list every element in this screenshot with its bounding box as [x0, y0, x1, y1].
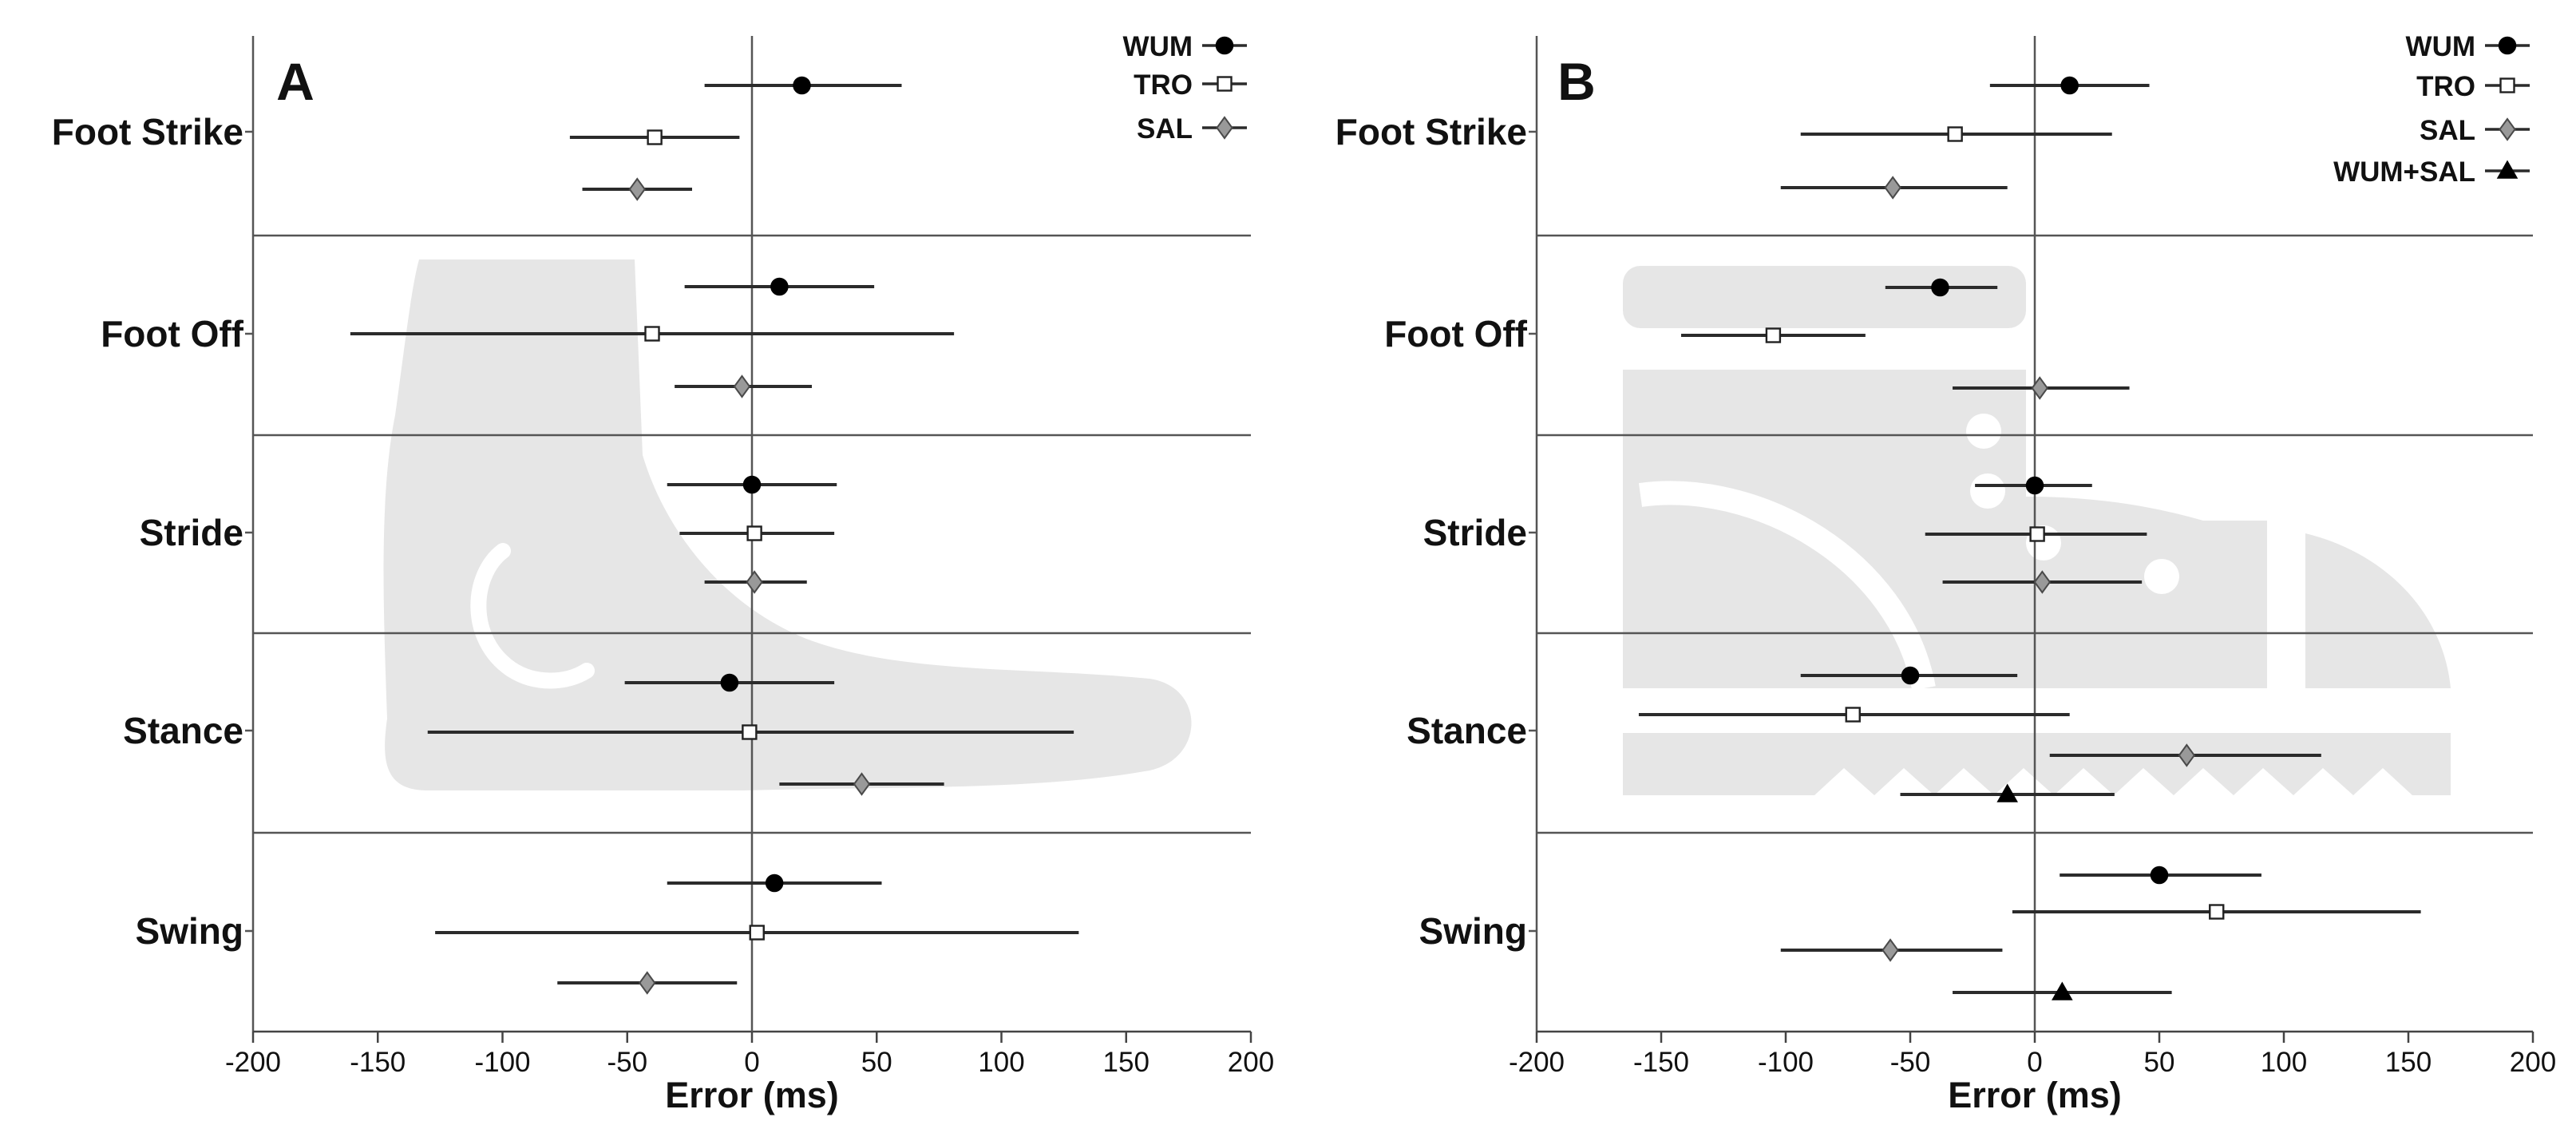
data-point-sal [2031, 376, 2048, 400]
x-tick-label: 0 [2027, 1047, 2042, 1078]
data-point-wum-sal [1996, 783, 2018, 802]
category-label: Stance [1407, 710, 1527, 751]
shoe-eyelet-icon [1970, 473, 2005, 509]
x-tick-label: -200 [1509, 1047, 1565, 1078]
shoe-upper-icon [1623, 370, 2267, 688]
x-tick-label: -50 [607, 1047, 647, 1078]
x-tick-label: -150 [350, 1047, 406, 1078]
legend-label: TRO [1134, 69, 1193, 101]
data-point-tro [1947, 126, 1963, 142]
data-point-wum [2150, 866, 2169, 885]
legend-label: SAL [2420, 115, 2475, 146]
category-label: Foot Off [101, 313, 243, 355]
legend-label: WUM+SAL [2333, 156, 2475, 188]
data-point-tro [2209, 904, 2225, 920]
x-tick-label: -100 [1758, 1047, 1814, 1078]
data-point-sal [628, 177, 646, 201]
category-label: Stride [1423, 512, 1527, 553]
x-tick-label: -100 [474, 1047, 530, 1078]
data-point-sal [746, 570, 763, 594]
category-label: Foot Strike [1335, 111, 1527, 153]
legend-marker-wum-sal [2496, 160, 2519, 179]
shoe-eyelet-icon [1966, 414, 2001, 449]
legend-marker-wum [1215, 36, 1234, 55]
x-tick-label: 100 [2261, 1047, 2307, 1078]
data-point-sal [1882, 938, 1899, 962]
legend-label: SAL [1137, 113, 1193, 145]
data-point-wum-sal [2052, 981, 2073, 1000]
x-tick-label: 100 [978, 1047, 1024, 1078]
x-tick-label: 150 [2385, 1047, 2432, 1078]
data-point-wum [793, 76, 811, 95]
x-tick-label: 0 [744, 1047, 759, 1078]
category-label: Swing [136, 910, 243, 952]
shoe-toe-icon [2305, 533, 2451, 688]
legend-label: TRO [2416, 71, 2475, 102]
legend: WUM TRO SAL WUM+SAL [2333, 31, 2530, 188]
legend-marker-tro [2499, 77, 2515, 93]
data-point-wum [770, 277, 789, 296]
category-label: Swing [1419, 910, 1527, 952]
data-point-wum [1931, 278, 1949, 297]
data-point-sal [2178, 743, 2196, 767]
category-label: Stride [140, 512, 243, 553]
data-point-sal [853, 772, 871, 796]
data-point-wum [742, 475, 762, 494]
category-label: Foot Strike [52, 111, 243, 153]
panel-label: B [1557, 52, 1596, 111]
legend-label: WUM [2406, 31, 2475, 62]
foot-arch-icon [470, 543, 595, 689]
data-point-sal [639, 971, 656, 995]
panel-b: Foot Strike Foot Off Stride Stance Swing -200… [1335, 31, 2556, 1115]
data-point-sal [733, 374, 751, 398]
data-point-tro [746, 525, 762, 541]
x-tick-label: 50 [861, 1047, 892, 1078]
data-point-wum [720, 673, 739, 692]
legend-label: WUM [1123, 31, 1193, 62]
legend: WUM TRO SAL [1123, 31, 1247, 145]
x-axis-title: Error (ms) [665, 1075, 839, 1115]
legend-marker-sal [1216, 116, 1233, 140]
foot-silhouette-icon [383, 259, 1192, 790]
category-label: Foot Off [1384, 313, 1527, 355]
data-point-tro [1845, 707, 1861, 723]
data-point-tro [749, 925, 765, 941]
data-point-tro [742, 724, 758, 740]
data-point-wum [1901, 666, 1920, 685]
data-point-tro [1765, 327, 1782, 343]
x-tick-label: 50 [2144, 1047, 2175, 1078]
data-point-wum [2025, 476, 2044, 495]
shoe-arc-icon [1638, 481, 1936, 691]
shoe-eyelet-icon [2144, 559, 2179, 594]
shoe-collar-icon [1623, 266, 2026, 328]
legend-marker-tro [1217, 76, 1233, 92]
category-label: Stance [123, 710, 243, 751]
x-axis-title: Error (ms) [1948, 1075, 2122, 1115]
panel-a: Foot Strike Foot Off Stride Stance Swing -200… [52, 31, 1274, 1115]
x-tick-label: -150 [1633, 1047, 1689, 1078]
legend-marker-sal [2499, 117, 2516, 141]
data-point-sal [2033, 570, 2052, 594]
data-point-tro [2029, 526, 2045, 542]
data-point-tro [647, 129, 663, 145]
x-tick-label: -200 [225, 1047, 281, 1078]
panel-label: A [276, 52, 315, 111]
data-point-wum [2060, 76, 2079, 95]
x-tick-label: 200 [1228, 1047, 1274, 1078]
data-point-sal [1884, 176, 1901, 200]
shoe-sole-icon [1623, 733, 2451, 795]
x-tick-label: 150 [1103, 1047, 1150, 1078]
x-tick-label: -50 [1890, 1047, 1931, 1078]
data-point-wum [765, 873, 784, 893]
legend-marker-wum [2498, 36, 2517, 55]
data-point-tro [644, 326, 660, 342]
x-tick-label: 200 [2510, 1047, 2556, 1078]
